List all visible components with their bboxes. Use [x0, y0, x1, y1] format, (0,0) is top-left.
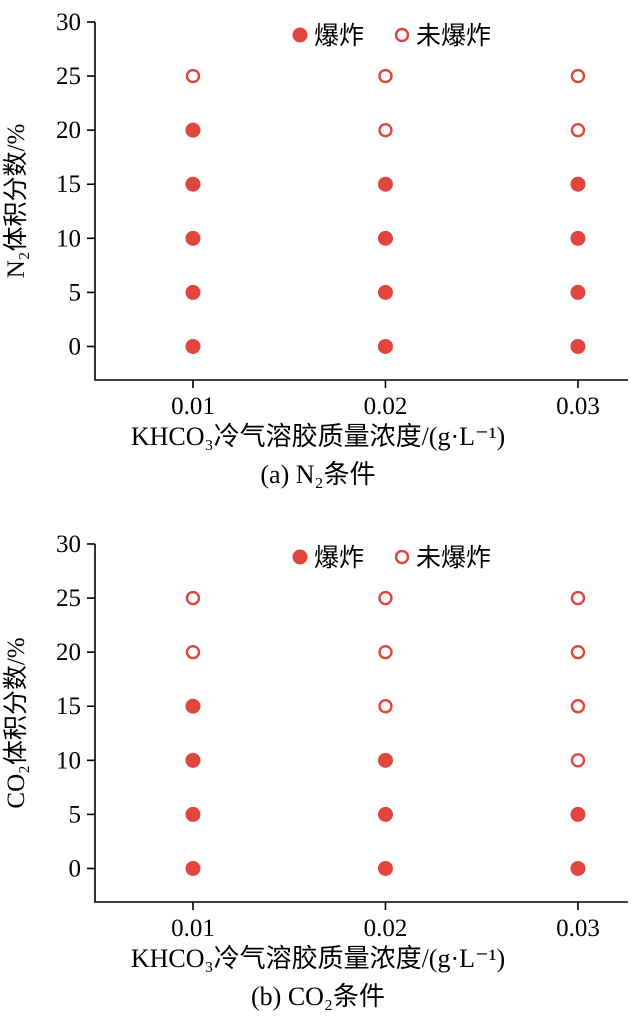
no-explosion-point — [570, 590, 586, 606]
explosion-point — [185, 338, 201, 354]
x-axis-label-a: KHCO₃冷气溶胶质量浓度/(g·L⁻¹) — [130, 422, 506, 451]
legend-label: 未爆炸 — [416, 544, 491, 572]
no-explosion-point — [185, 590, 201, 606]
y-axis-label: CO₂体积分数/% — [2, 637, 30, 808]
y-tick-label: 5 — [69, 801, 82, 828]
no-explosion-point — [378, 68, 393, 84]
no-explosion-point — [185, 644, 201, 660]
no-explosion-point — [570, 644, 586, 660]
x-axis-label-b: KHCO₃冷气溶胶质量浓度/(g·L⁻¹) — [130, 943, 506, 973]
y-tick-label: 15 — [56, 693, 81, 720]
no-explosion-point — [570, 752, 586, 768]
axes-line — [94, 543, 628, 903]
y-tick-label: 15 — [56, 171, 81, 198]
panel-b: 0 5 10 15 20 25 30 0.01 0.02 0.03 CO₂体积分数/% 爆炸 未爆炸 K… — [0, 528, 636, 1012]
explosion-point — [570, 860, 586, 876]
y-tick-label: 5 — [69, 279, 82, 306]
y-tick-label: 25 — [56, 585, 81, 612]
y-axis-label: N₂体积分数/% — [2, 124, 30, 279]
no-explosion-point — [378, 590, 393, 606]
legend-open-marker-icon — [394, 549, 410, 564]
explosion-point — [570, 230, 586, 246]
explosion-point — [185, 698, 201, 714]
no-explosion-point — [378, 122, 393, 138]
explosion-point — [377, 806, 393, 822]
no-explosion-point — [378, 644, 393, 660]
y-tick-label: 30 — [56, 531, 81, 558]
explosion-point — [185, 806, 201, 822]
explosion-point — [570, 176, 586, 192]
no-explosion-point — [570, 68, 586, 84]
explosion-point — [570, 806, 586, 822]
chart-a-canvas: 0 5 10 15 20 25 30 0.01 0.02 0.03 N₂体积分数/% 爆炸 未爆炸 — [2, 9, 628, 420]
y-tick-label: 30 — [56, 9, 81, 36]
no-explosion-point — [185, 68, 201, 84]
explosion-point — [185, 284, 201, 300]
caption-a: (a) N₂条件 — [260, 459, 376, 489]
y-tick-label: 10 — [56, 225, 81, 252]
explosion-point — [377, 338, 393, 354]
legend-label: 爆炸 — [314, 544, 364, 572]
explosion-point — [185, 230, 201, 246]
legend-label: 爆炸 — [314, 22, 364, 50]
explosion-point — [185, 860, 201, 876]
caption-b: (b) CO₂条件 — [251, 981, 385, 1011]
axes-line — [94, 22, 628, 381]
explosion-point — [185, 176, 201, 192]
x-tick-label: 0.03 — [556, 915, 600, 942]
y-tick-label: 0 — [69, 855, 82, 882]
panel-a: 0 5 10 15 20 25 30 0.01 0.02 0.03 N₂体积分数/% 爆炸 未爆炸 KH… — [0, 6, 636, 490]
x-tick-label: 0.01 — [171, 393, 215, 420]
y-tick-label: 10 — [56, 747, 81, 774]
explosion-point — [377, 230, 393, 246]
x-tick-label: 0.02 — [364, 393, 408, 420]
legend-open-marker-icon — [394, 27, 410, 43]
y-tick-label: 0 — [69, 333, 82, 360]
legend-label: 未爆炸 — [416, 22, 491, 50]
explosion-point — [377, 176, 393, 192]
no-explosion-point — [570, 122, 586, 138]
explosion-point — [185, 122, 201, 138]
y-tick-label: 20 — [56, 639, 81, 666]
x-tick-label: 0.01 — [171, 915, 215, 942]
legend-filled-marker-icon — [292, 549, 308, 565]
explosion-point — [185, 752, 201, 768]
x-tick-label: 0.02 — [364, 915, 408, 942]
explosion-point — [377, 860, 393, 876]
explosion-point — [377, 752, 393, 768]
no-explosion-point — [378, 698, 393, 714]
explosion-point — [570, 338, 586, 354]
explosion-point — [377, 284, 393, 300]
chart-b-canvas: 0 5 10 15 20 25 30 0.01 0.02 0.03 CO₂体积分数/% 爆炸 未爆炸 — [2, 531, 628, 942]
x-tick-label: 0.03 — [556, 393, 600, 420]
y-tick-label: 20 — [56, 117, 81, 144]
legend-filled-marker-icon — [292, 27, 308, 43]
y-tick-label: 25 — [56, 63, 81, 90]
explosion-point — [570, 284, 586, 300]
no-explosion-point — [570, 698, 586, 714]
